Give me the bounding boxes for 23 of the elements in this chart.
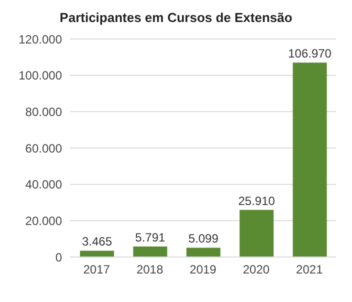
bar bbox=[80, 250, 114, 257]
bar bbox=[133, 246, 168, 257]
x-tick-label: 2021 bbox=[296, 262, 324, 277]
data-label: 25.910 bbox=[238, 194, 276, 208]
x-tick-label: 2019 bbox=[190, 262, 217, 277]
data-label: 3.465 bbox=[82, 234, 112, 249]
y-tick-label: 60.000 bbox=[25, 141, 62, 156]
y-tick-label: 80.000 bbox=[25, 104, 62, 119]
data-label: 106.970 bbox=[288, 46, 332, 61]
y-tick-label: 0 bbox=[55, 250, 62, 264]
x-tick-label: 2017 bbox=[83, 262, 110, 277]
chart-title: Participantes em Cursos de Extensão bbox=[58, 10, 294, 25]
x-tick-label: 2018 bbox=[136, 262, 164, 277]
data-label: 5.099 bbox=[188, 232, 219, 246]
bar bbox=[240, 210, 274, 257]
y-tick-label: 40.000 bbox=[25, 178, 62, 192]
y-tick-label: 100.000 bbox=[18, 68, 62, 83]
bar bbox=[186, 248, 220, 257]
y-tick-label: 20.000 bbox=[25, 214, 62, 228]
x-tick-label: 2020 bbox=[242, 262, 270, 277]
y-tick-label: 120.000 bbox=[18, 32, 62, 46]
data-label: 5.791 bbox=[135, 230, 166, 244]
bar bbox=[292, 62, 327, 257]
